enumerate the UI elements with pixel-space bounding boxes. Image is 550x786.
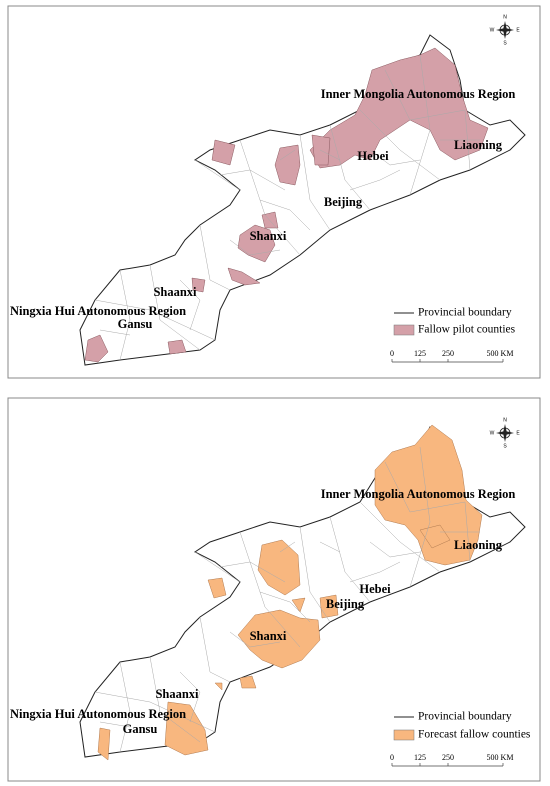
region-label: Beijing	[326, 597, 365, 611]
compass	[496, 21, 514, 39]
legend-label: Provincial boundary	[418, 711, 512, 723]
scale-label: 125	[414, 753, 426, 762]
scale-label: 0	[390, 349, 394, 358]
compass	[496, 424, 514, 442]
scale-label: 0	[390, 753, 394, 762]
scale-label: 250	[442, 349, 454, 358]
region-label: Liaoning	[454, 538, 503, 552]
compass-letter: N	[503, 14, 507, 20]
forecast-counties	[97, 424, 483, 761]
region-label: Shaanxi	[153, 285, 197, 299]
compass-letter: W	[490, 430, 495, 436]
legend-label: Fallow pilot counties	[418, 324, 516, 336]
labels-layer: Inner Mongolia Autonomous Region Liaoning…	[10, 14, 531, 767]
region-label: Shanxi	[250, 629, 287, 643]
scale-label: 250	[442, 753, 454, 762]
compass-letter: W	[490, 27, 495, 33]
scale-label: 125	[414, 349, 426, 358]
region-label: Liaoning	[454, 138, 503, 152]
compass-letter: S	[503, 40, 507, 46]
region-label: Hebei	[359, 582, 391, 596]
legend-label: Forecast fallow counties	[418, 729, 531, 741]
region-label: Hebei	[357, 149, 389, 163]
compass-letter: E	[516, 27, 520, 33]
compass-letter: E	[516, 430, 520, 436]
scale-label: 500 KM	[487, 349, 514, 358]
region-label: Inner Mongolia Autonomous Region	[321, 487, 516, 501]
compass-letter: S	[503, 443, 507, 449]
region-label: Gansu	[123, 722, 158, 736]
legend-swatch	[393, 324, 415, 336]
pilot-counties	[84, 47, 489, 363]
legend-label: Provincial boundary	[418, 307, 512, 319]
region-label: Shanxi	[250, 229, 287, 243]
region-label: Ningxia Hui Autonomous Region	[10, 707, 186, 721]
region-label: Shaanxi	[155, 687, 199, 701]
region-label: Beijing	[324, 195, 363, 209]
region-label: Gansu	[118, 317, 153, 331]
region-label: Inner Mongolia Autonomous Region	[321, 87, 516, 101]
scale-label: 500 KM	[487, 753, 514, 762]
legend-swatch	[393, 729, 415, 741]
region-label: Ningxia Hui Autonomous Region	[10, 304, 186, 318]
compass-letter: N	[503, 417, 507, 423]
